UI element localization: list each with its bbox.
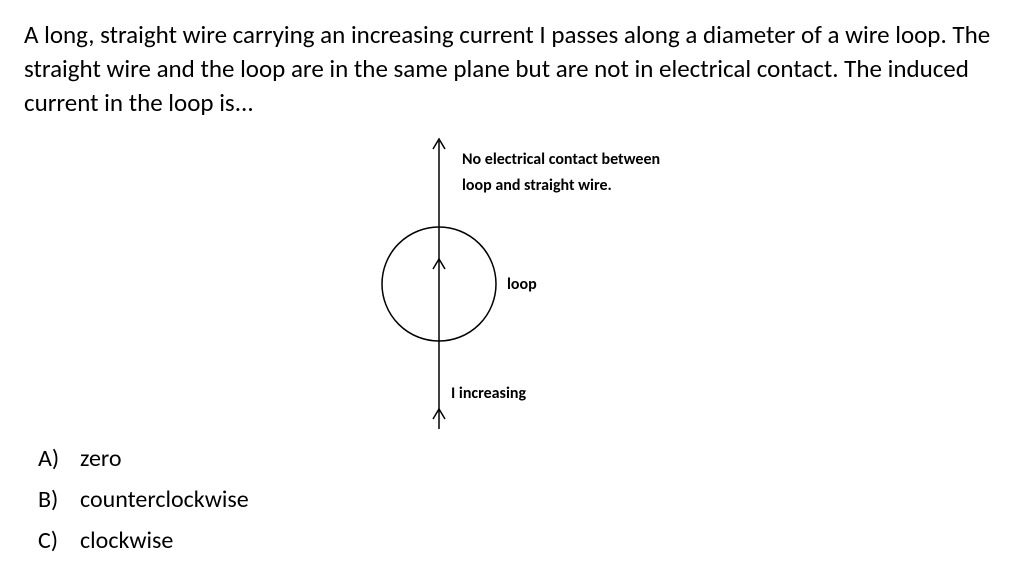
answer-letter: A)	[38, 439, 62, 480]
label-increasing: I increasing	[451, 381, 526, 407]
answer-letter: C)	[38, 521, 62, 562]
answer-option[interactable]: A) zero	[38, 439, 1000, 480]
label-no-contact-line2: loop and straight wire.	[462, 176, 612, 195]
label-loop: loop	[507, 272, 537, 298]
label-no-contact-line1: No electrical contact between	[462, 150, 660, 169]
answer-text: clockwise	[80, 521, 173, 562]
answer-text: zero	[80, 439, 122, 480]
answer-option[interactable]: B) counterclockwise	[38, 480, 1000, 521]
answer-letter: B)	[38, 480, 62, 521]
label-no-contact: No electrical contact between loop and s…	[462, 147, 722, 198]
answer-text: counterclockwise	[80, 480, 249, 521]
question-text: A long, straight wire carrying an increa…	[24, 18, 1000, 119]
answer-option[interactable]: C) clockwise	[38, 521, 1000, 562]
answer-list: A) zero B) counterclockwise C) clockwise	[24, 439, 1000, 561]
diagram-container: No electrical contact between loop and s…	[24, 129, 1000, 439]
